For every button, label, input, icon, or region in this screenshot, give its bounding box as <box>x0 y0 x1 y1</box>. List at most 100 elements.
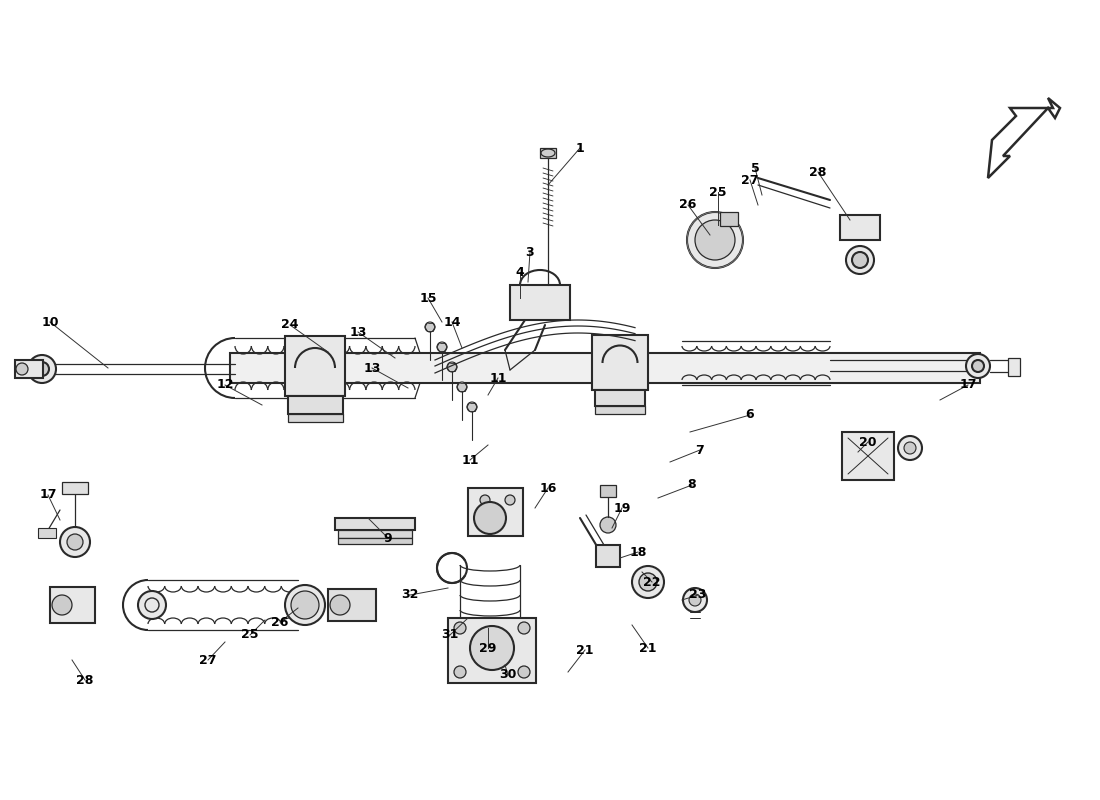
Bar <box>328 589 376 621</box>
Circle shape <box>16 363 28 375</box>
Bar <box>15 360 43 378</box>
Text: 28: 28 <box>810 166 827 178</box>
Circle shape <box>470 626 514 670</box>
Bar <box>468 488 522 536</box>
Text: 24: 24 <box>282 318 299 331</box>
Circle shape <box>447 362 456 372</box>
Text: 20: 20 <box>859 435 877 449</box>
Polygon shape <box>988 98 1060 178</box>
Bar <box>39 528 56 538</box>
Text: 28: 28 <box>76 674 94 686</box>
Bar <box>842 432 894 480</box>
Text: 19: 19 <box>614 502 630 514</box>
Bar <box>540 148 556 158</box>
Bar <box>510 285 570 320</box>
Text: 13: 13 <box>363 362 381 374</box>
Text: 9: 9 <box>384 531 393 545</box>
Bar <box>720 212 738 226</box>
Circle shape <box>689 594 701 606</box>
Bar <box>596 545 620 567</box>
Circle shape <box>292 591 319 619</box>
Circle shape <box>518 622 530 634</box>
Circle shape <box>60 527 90 557</box>
Text: 26: 26 <box>680 198 696 211</box>
Circle shape <box>52 595 72 615</box>
Bar <box>338 530 412 538</box>
Circle shape <box>639 573 657 591</box>
Text: 6: 6 <box>746 409 755 422</box>
Circle shape <box>67 534 82 550</box>
Text: 1: 1 <box>575 142 584 154</box>
Circle shape <box>600 517 616 533</box>
Text: 22: 22 <box>644 575 661 589</box>
Bar <box>448 618 536 683</box>
Circle shape <box>518 666 530 678</box>
Circle shape <box>898 436 922 460</box>
Text: 29: 29 <box>480 642 497 654</box>
Text: 15: 15 <box>419 291 437 305</box>
Circle shape <box>632 566 664 598</box>
Text: 27: 27 <box>741 174 759 186</box>
Text: 18: 18 <box>629 546 647 558</box>
Circle shape <box>505 495 515 505</box>
Circle shape <box>688 212 742 268</box>
Circle shape <box>285 585 324 625</box>
Text: 4: 4 <box>516 266 525 278</box>
Bar <box>600 485 616 497</box>
Text: 23: 23 <box>690 589 706 602</box>
Circle shape <box>330 595 350 615</box>
Text: 11: 11 <box>461 454 478 466</box>
Circle shape <box>468 402 477 412</box>
Circle shape <box>437 342 447 352</box>
Text: 26: 26 <box>272 615 288 629</box>
Text: 11: 11 <box>490 371 507 385</box>
Circle shape <box>454 666 466 678</box>
Text: 17: 17 <box>959 378 977 391</box>
Bar <box>1008 358 1020 376</box>
Text: 16: 16 <box>539 482 557 494</box>
Circle shape <box>456 382 468 392</box>
Circle shape <box>454 622 466 634</box>
Circle shape <box>852 252 868 268</box>
Circle shape <box>425 322 435 332</box>
Text: 5: 5 <box>750 162 759 174</box>
Bar <box>288 414 343 422</box>
Bar <box>336 518 415 530</box>
Text: 10: 10 <box>42 315 58 329</box>
Text: 32: 32 <box>402 589 419 602</box>
Bar <box>62 482 88 494</box>
Circle shape <box>904 442 916 454</box>
Bar <box>595 390 645 406</box>
Text: 7: 7 <box>695 443 704 457</box>
Text: 27: 27 <box>199 654 217 666</box>
Circle shape <box>695 220 735 260</box>
Circle shape <box>35 362 50 376</box>
Circle shape <box>683 588 707 612</box>
Circle shape <box>480 495 490 505</box>
Bar <box>595 406 645 414</box>
Circle shape <box>474 502 506 534</box>
Text: 31: 31 <box>441 629 459 642</box>
Bar <box>338 538 412 544</box>
Text: 13: 13 <box>350 326 366 338</box>
Text: 14: 14 <box>443 315 461 329</box>
Text: 21: 21 <box>639 642 657 654</box>
Text: 8: 8 <box>688 478 696 491</box>
Bar <box>288 396 343 414</box>
Bar <box>230 353 980 383</box>
Circle shape <box>972 360 984 372</box>
Text: 30: 30 <box>499 669 517 682</box>
Bar <box>592 335 648 390</box>
Text: 12: 12 <box>217 378 233 391</box>
Text: 3: 3 <box>526 246 535 258</box>
Bar <box>840 215 880 240</box>
Text: 25: 25 <box>710 186 727 198</box>
Text: 25: 25 <box>241 629 258 642</box>
Circle shape <box>28 355 56 383</box>
Text: 17: 17 <box>40 489 57 502</box>
Circle shape <box>966 354 990 378</box>
Text: 21: 21 <box>576 643 594 657</box>
Circle shape <box>138 591 166 619</box>
Circle shape <box>846 246 874 274</box>
Bar <box>285 336 345 396</box>
